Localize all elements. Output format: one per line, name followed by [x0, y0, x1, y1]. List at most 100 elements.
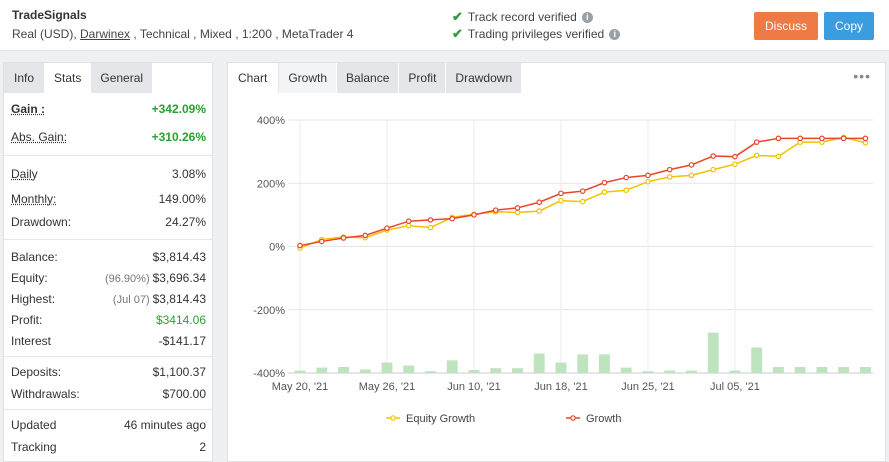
- tab-balance[interactable]: Balance: [337, 63, 400, 93]
- growth-point: [797, 135, 803, 142]
- chart-tabs: Chart Growth Balance Profit Drawdown: [228, 63, 523, 93]
- divider: [4, 356, 212, 357]
- withdrawals-value: $700.00: [162, 387, 206, 401]
- balance-value: $3,814.43: [152, 250, 206, 264]
- tracking-value: 2: [199, 440, 206, 454]
- growth-point: [732, 153, 738, 160]
- equity-percent: (96.90%): [104, 273, 150, 285]
- account-type: Real (USD),: [12, 27, 81, 41]
- info-icon[interactable]: i: [609, 28, 621, 40]
- growth-point: [688, 162, 695, 168]
- more-options-icon[interactable]: •••: [853, 68, 871, 84]
- tracking-label: Tracking: [11, 440, 57, 454]
- growth-point: [862, 135, 869, 142]
- tab-profit[interactable]: Profit: [399, 63, 447, 93]
- growth-point: [427, 217, 434, 223]
- updated-value: 46 minutes ago: [123, 418, 206, 432]
- bar: [599, 354, 610, 373]
- legend-marker: [390, 415, 396, 421]
- y-tick-label: -200%: [253, 305, 285, 317]
- info-icon[interactable]: i: [581, 11, 593, 23]
- equity-growth-point: [601, 189, 608, 195]
- growth-point: [536, 199, 543, 206]
- bar: [316, 367, 328, 373]
- tab-info[interactable]: Info: [4, 63, 46, 93]
- updated-label: Updated: [11, 418, 57, 432]
- tab-drawdown[interactable]: Drawdown: [446, 63, 523, 93]
- profit-value: $3414.06: [155, 313, 206, 327]
- tab-general[interactable]: General: [91, 63, 154, 93]
- equity-label: Equity:: [11, 271, 48, 285]
- check-icon: ✔: [452, 26, 463, 41]
- gain-label[interactable]: Gain :: [11, 102, 46, 116]
- equity-growth-point: [536, 208, 543, 214]
- bar: [468, 370, 480, 373]
- stats-panel: Info Stats General Gain : +342.09% Abs. …: [3, 62, 213, 462]
- drawdown-value: 24.27%: [165, 215, 206, 229]
- account-name: TradeSignals: [12, 8, 87, 22]
- broker-link[interactable]: Darwinex: [80, 27, 131, 41]
- equity-growth-point: [579, 198, 586, 205]
- monthly-label[interactable]: Monthly:: [11, 192, 57, 206]
- legend-equity-growth[interactable]: Equity Growth: [386, 413, 475, 425]
- gain-value: +342.09%: [151, 102, 206, 116]
- equity-growth-point: [688, 172, 695, 179]
- discuss-button[interactable]: Discuss: [754, 12, 818, 40]
- tab-stats[interactable]: Stats: [45, 63, 92, 93]
- bar: [794, 367, 806, 373]
- daily-label[interactable]: Daily: [11, 167, 38, 181]
- bar: [729, 370, 741, 373]
- growth-point: [819, 135, 825, 142]
- highest-value: $3,814.43: [152, 292, 206, 306]
- bar: [816, 367, 828, 373]
- growth-point: [840, 135, 847, 142]
- daily-value: 3.08%: [171, 167, 206, 181]
- bar: [359, 369, 371, 373]
- growth-point: [471, 212, 477, 218]
- equity-value-group: (96.90%) $3,696.34: [105, 271, 206, 285]
- equity-growth-point: [514, 209, 521, 216]
- growth-point: [666, 166, 673, 173]
- growth-point: [623, 174, 630, 181]
- legend-growth[interactable]: Growth: [566, 413, 621, 425]
- growth-point: [405, 218, 412, 225]
- bar: [338, 367, 349, 373]
- bar: [512, 368, 523, 373]
- copy-button[interactable]: Copy: [824, 12, 874, 40]
- legend-label: Growth: [586, 413, 621, 425]
- deposits-label: Deposits:: [11, 365, 62, 379]
- equity-growth-point: [753, 152, 760, 159]
- divider: [4, 239, 212, 240]
- equity-growth-point: [732, 161, 738, 168]
- equity-growth-point: [775, 153, 782, 160]
- tab-growth[interactable]: Growth: [278, 63, 338, 93]
- x-tick-label: Jul 05, '21: [710, 381, 760, 393]
- bar: [664, 370, 676, 373]
- growth-point: [297, 242, 303, 249]
- interest-label: Interest: [11, 334, 52, 348]
- x-tick-label: Jun 25, '21: [621, 381, 674, 393]
- trading-privileges-verified: ✔ Trading privileges verified i: [452, 26, 621, 42]
- equity-growth-point: [405, 222, 412, 229]
- equity-growth-point: [623, 187, 630, 194]
- growth-point: [449, 215, 456, 222]
- bar: [620, 367, 632, 373]
- balance-label: Balance:: [11, 250, 58, 264]
- legend-marker: [570, 415, 576, 421]
- growth-point: [775, 135, 782, 142]
- interest-value: -$141.17: [158, 334, 206, 348]
- trading-privileges-label: Trading privileges verified: [467, 27, 605, 41]
- bar: [425, 371, 436, 373]
- equity-growth-point: [710, 166, 716, 173]
- bar: [707, 332, 719, 373]
- abs-gain-label[interactable]: Abs. Gain:: [11, 130, 68, 144]
- abs-gain-value: +310.26%: [151, 130, 206, 144]
- y-tick-label: -400%: [253, 368, 285, 380]
- equity-growth-point: [666, 174, 673, 180]
- growth-point: [601, 179, 608, 186]
- monthly-value: 149.00%: [158, 192, 206, 206]
- growth-point: [514, 205, 521, 211]
- growth-chart: 400% 200% 0% -200% -400%May 20, '21 May 26, '…: [253, 115, 873, 425]
- equity-growth-point: [427, 224, 434, 231]
- y-tick-label: 400%: [257, 115, 285, 127]
